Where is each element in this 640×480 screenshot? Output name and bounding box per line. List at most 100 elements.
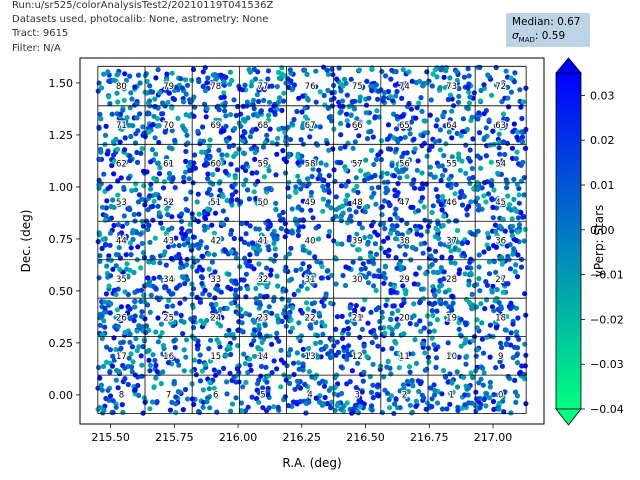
- patch-label: 13: [305, 352, 316, 362]
- star-point: [107, 369, 113, 375]
- star-point: [248, 83, 254, 89]
- x-tick-label: 216.50: [346, 431, 385, 444]
- star-point: [122, 71, 128, 77]
- star-point: [257, 331, 263, 337]
- star-point: [110, 398, 116, 404]
- star-point: [512, 269, 518, 275]
- patch-label: 23: [258, 313, 269, 323]
- star-point: [240, 103, 246, 109]
- star-point: [190, 242, 196, 248]
- star-point: [239, 320, 245, 326]
- star-point: [192, 152, 198, 158]
- star-point: [508, 342, 514, 348]
- star-point: [513, 305, 520, 311]
- star-point: [340, 272, 346, 279]
- star-point: [289, 230, 295, 236]
- star-point: [474, 317, 480, 323]
- star-point: [411, 301, 417, 307]
- star-point: [216, 147, 222, 153]
- star-point: [350, 145, 356, 151]
- star-point: [281, 98, 287, 104]
- star-point: [442, 373, 448, 379]
- star-point: [363, 157, 369, 163]
- star-point: [111, 335, 117, 341]
- star-point: [411, 136, 417, 142]
- y-tick-label: 0.75: [49, 233, 74, 246]
- star-point: [184, 256, 190, 262]
- patch-label: 60: [210, 160, 221, 170]
- star-point: [361, 343, 367, 349]
- star-point: [122, 147, 128, 153]
- star-point: [139, 362, 145, 368]
- star-point: [153, 75, 159, 81]
- star-point: [241, 129, 247, 135]
- colorbar-extend-bottom: [555, 408, 582, 426]
- star-point: [339, 241, 345, 247]
- star-point: [255, 240, 261, 246]
- star-point: [423, 271, 429, 277]
- star-point: [253, 126, 259, 132]
- star-point: [130, 359, 136, 365]
- star-point: [508, 89, 514, 95]
- star-point: [96, 275, 102, 281]
- star-point: [152, 357, 158, 364]
- star-point: [467, 158, 473, 164]
- y-tick-label: 1.50: [49, 77, 74, 90]
- star-point: [184, 207, 191, 214]
- star-point: [291, 82, 297, 88]
- star-point: [491, 308, 497, 314]
- star-point: [385, 146, 391, 152]
- star-point: [262, 322, 268, 328]
- colorbar-tick-label: 0.02: [590, 134, 615, 147]
- sigma-symbol: σ: [512, 30, 519, 42]
- star-point: [441, 152, 447, 159]
- star-point: [384, 364, 390, 370]
- star-point: [184, 396, 191, 402]
- star-point: [452, 260, 458, 266]
- star-point: [311, 272, 317, 278]
- star-point: [326, 387, 332, 393]
- star-point: [300, 159, 306, 165]
- star-point: [307, 134, 313, 140]
- colorbar-tick-label: −0.02: [590, 313, 624, 326]
- star-point: [335, 241, 341, 247]
- star-point: [201, 320, 207, 327]
- star-point: [466, 100, 472, 106]
- star-point: [369, 403, 375, 409]
- star-point: [228, 231, 234, 237]
- patch-label: 36: [495, 236, 506, 246]
- star-point: [276, 338, 282, 344]
- star-point: [118, 175, 124, 181]
- star-point: [305, 351, 311, 357]
- star-point: [135, 199, 142, 205]
- star-point: [347, 200, 353, 207]
- star-point: [513, 208, 520, 214]
- star-point: [480, 382, 486, 388]
- star-point: [326, 233, 332, 239]
- star-point: [263, 239, 269, 246]
- star-point: [496, 300, 502, 306]
- star-point: [129, 364, 135, 370]
- star-point: [238, 408, 244, 414]
- star-point: [391, 135, 397, 141]
- star-point: [485, 72, 491, 78]
- star-point: [108, 203, 114, 210]
- star-point: [100, 236, 106, 242]
- star-point: [460, 116, 466, 122]
- star-point: [116, 245, 122, 251]
- patch-label: 54: [495, 160, 506, 170]
- star-point: [498, 344, 505, 351]
- star-point: [291, 291, 297, 298]
- star-point: [183, 158, 189, 164]
- star-point: [363, 102, 370, 108]
- star-point: [144, 78, 150, 84]
- star-point: [275, 283, 281, 289]
- star-point: [466, 81, 472, 87]
- star-point: [153, 375, 159, 381]
- star-point: [407, 402, 413, 408]
- star-point: [401, 385, 407, 391]
- star-point: [451, 274, 458, 280]
- star-point: [456, 85, 462, 92]
- star-point: [141, 337, 147, 343]
- star-point: [481, 396, 487, 402]
